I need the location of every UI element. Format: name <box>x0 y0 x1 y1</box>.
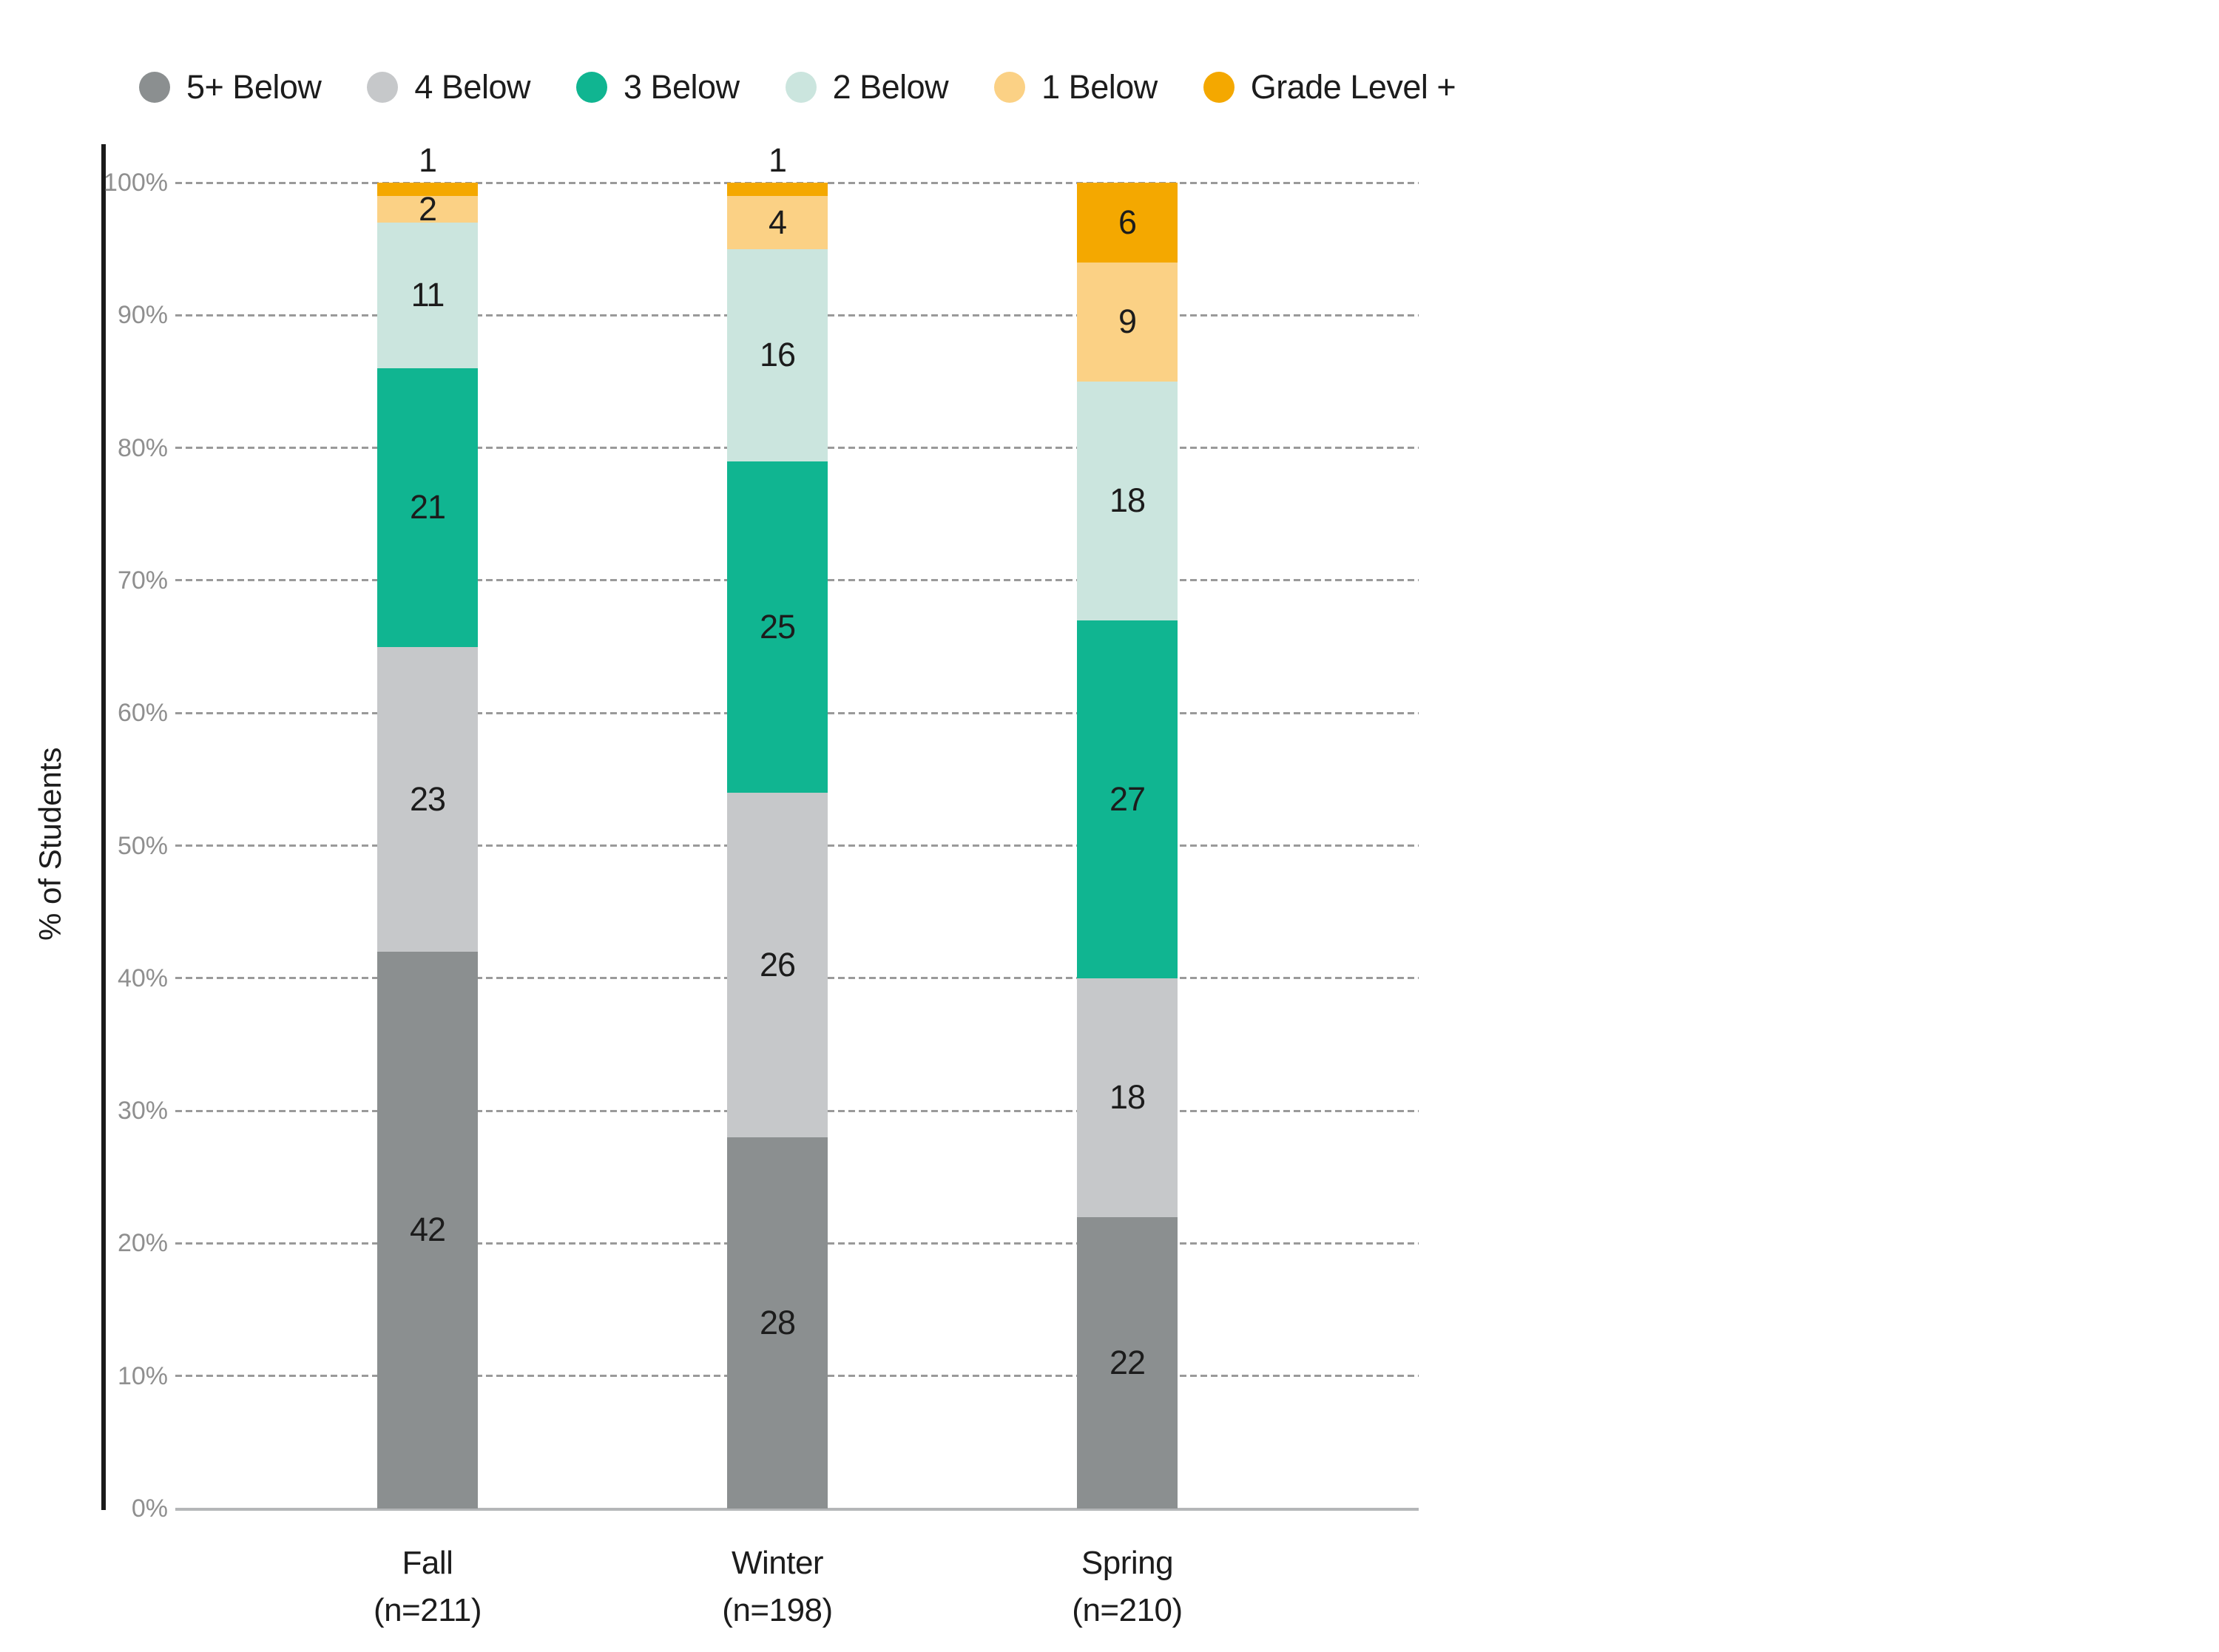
legend-item: 1 Below <box>994 68 1158 106</box>
y-tick-label: 10% <box>117 1361 168 1390</box>
y-axis-title: % of Students <box>33 747 67 941</box>
legend-dot-icon <box>1203 72 1235 103</box>
segment-value-label: 21 <box>409 488 446 527</box>
category-label-season: Spring <box>1081 1545 1174 1581</box>
bar-segment <box>1077 620 1178 978</box>
segment-value-label: 42 <box>409 1211 446 1249</box>
segment-value-label: 4 <box>768 203 787 241</box>
category-label-n: (n=198) <box>722 1591 833 1628</box>
legend-label: 4 Below <box>414 68 530 106</box>
legend-item: 3 Below <box>575 68 740 106</box>
segment-value-label: 1 <box>418 141 437 179</box>
y-tick-label: 50% <box>117 831 168 860</box>
segment-value-label: 26 <box>759 945 796 984</box>
y-tick-label: 0% <box>131 1494 168 1523</box>
segment-value-label: 25 <box>759 607 796 646</box>
bar-segment <box>1077 262 1178 382</box>
segment-value-label: 9 <box>1118 302 1137 341</box>
legend-item: 2 Below <box>785 68 949 106</box>
y-tick-label: 40% <box>117 964 168 992</box>
y-tick-label: 70% <box>117 566 168 595</box>
bar-segment <box>377 368 478 647</box>
legend-dot-icon <box>367 72 399 103</box>
bar-segment <box>377 195 478 223</box>
category-label-n: (n=210) <box>1072 1591 1183 1628</box>
category-label: Fall (n=211) <box>280 1540 575 1634</box>
segment-value-label: 11 <box>411 276 445 314</box>
bar-segment <box>1077 183 1178 263</box>
bar-segment <box>727 792 828 1137</box>
bar-segment <box>727 248 828 461</box>
y-tick-label: 100% <box>104 169 168 197</box>
segment-value-label: 6 <box>1118 203 1137 241</box>
legend-item: Grade Level + <box>1203 68 1456 106</box>
bar-segment <box>377 951 478 1509</box>
x-axis-baseline <box>175 1507 1419 1511</box>
legend-item: 4 Below <box>367 68 530 106</box>
y-tick-label: 90% <box>117 301 168 330</box>
category-label-season: Winter <box>731 1545 824 1581</box>
legend: 5+ Below 4 Below 3 Below 2 Below 1 Below Grad… <box>139 68 1456 106</box>
y-tick-label: 80% <box>117 433 168 462</box>
y-tick-label: 60% <box>117 699 168 728</box>
segment-value-label: 18 <box>1109 1078 1146 1117</box>
bar-segment <box>727 195 828 249</box>
legend-label: 3 Below <box>623 68 740 106</box>
legend-dot-icon <box>575 72 607 103</box>
segment-value-label: 22 <box>1109 1343 1146 1381</box>
y-tick-label: 30% <box>117 1097 168 1125</box>
legend-label: 5+ Below <box>186 68 322 106</box>
bar-segment <box>377 646 478 952</box>
category-label-season: Fall <box>402 1545 453 1581</box>
bar-segment <box>377 183 478 196</box>
y-tick-label: 20% <box>117 1229 168 1258</box>
legend-item: 5+ Below <box>139 68 322 106</box>
bar-segment <box>1077 978 1178 1217</box>
y-axis-line <box>101 144 106 1510</box>
legend-label: 1 Below <box>1041 68 1158 106</box>
bar-segment <box>727 461 828 793</box>
segment-value-label: 27 <box>1109 779 1146 818</box>
segment-value-label: 28 <box>759 1303 796 1341</box>
bar-segment <box>1077 1216 1178 1509</box>
segment-value-label: 16 <box>759 336 796 374</box>
legend-label: 2 Below <box>832 68 949 106</box>
category-label: Spring (n=210) <box>979 1540 1275 1634</box>
legend-dot-icon <box>139 72 170 103</box>
bar-segment <box>727 183 828 196</box>
category-label: Winter (n=198) <box>629 1540 925 1634</box>
category-label-n: (n=211) <box>373 1591 482 1628</box>
legend-dot-icon <box>785 72 817 103</box>
bar-segment <box>727 1137 828 1509</box>
legend-label: Grade Level + <box>1250 68 1456 106</box>
bar-segment <box>1077 381 1178 620</box>
segment-value-label: 1 <box>768 141 787 179</box>
bar-segment <box>377 222 478 368</box>
segment-value-label: 2 <box>418 189 437 228</box>
segment-value-label: 18 <box>1109 481 1146 520</box>
segment-value-label: 23 <box>409 779 446 818</box>
legend-dot-icon <box>994 72 1026 103</box>
